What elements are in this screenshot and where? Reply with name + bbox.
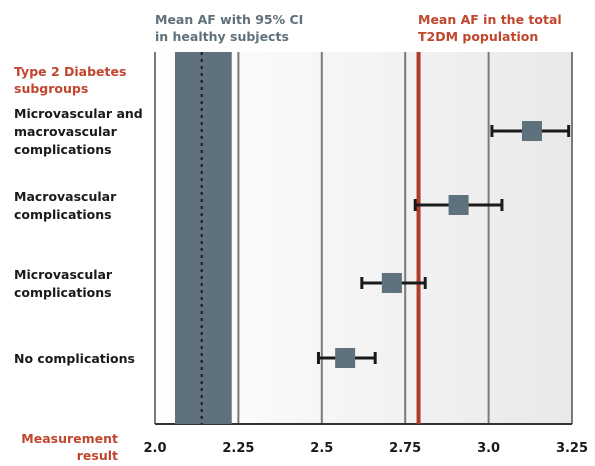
row-label-3: No complications — [14, 351, 135, 366]
series-3 — [316, 348, 377, 368]
x-tick-label-4: 3.0 — [477, 441, 500, 456]
row-label-line: complications — [14, 285, 112, 300]
healthy-label-line: Mean AF with 95% CI — [155, 12, 303, 27]
mean-marker — [381, 273, 402, 293]
x-tick-label-1: 2.25 — [222, 441, 254, 456]
group-header: Type 2 Diabetes subgroups — [14, 64, 126, 96]
row-label-line: complications — [14, 207, 112, 222]
series-1 — [413, 195, 504, 215]
row-label-2: Microvascular complications — [14, 267, 113, 300]
row-label-line: Macrovascular — [14, 189, 117, 204]
row-label-line: No complications — [14, 351, 135, 366]
series-2 — [360, 273, 427, 293]
healthy-ci-band — [175, 52, 232, 424]
x-tick-label-3: 2.75 — [389, 441, 421, 456]
row-label-line: complications — [14, 142, 112, 157]
x-tick-label-0: 2.0 — [143, 441, 166, 456]
population-label-line: T2DM population — [418, 29, 538, 44]
mean-marker — [335, 348, 356, 368]
series-0 — [490, 121, 571, 141]
x-tick-label-2: 2.5 — [310, 441, 333, 456]
population-label-line: Mean AF in the total — [418, 12, 562, 27]
row-label-line: Microvascular and — [14, 106, 143, 121]
x-axis-label: Measurement result — [21, 431, 118, 463]
healthy-reference-label: Mean AF with 95% CI in healthy subjects — [155, 12, 303, 44]
healthy-label-line: in healthy subjects — [155, 29, 289, 44]
group-header-line: subgroups — [14, 81, 88, 96]
chart-text: Microvascular and macrovascular complicati… — [14, 12, 588, 463]
row-label-0: Microvascular and macrovascular complicati… — [14, 106, 143, 157]
series-markers — [316, 121, 571, 368]
x-axis-label-line: Measurement — [21, 431, 118, 446]
row-label-line: macrovascular — [14, 124, 118, 139]
row-label-line: Microvascular — [14, 267, 113, 282]
healthy-ci-band-group — [175, 52, 232, 424]
population-reference-label: Mean AF in the total T2DM population — [418, 12, 562, 44]
mean-marker — [448, 195, 469, 215]
x-tick-label-5: 3.25 — [556, 441, 588, 456]
row-label-1: Macrovascular complications — [14, 189, 117, 222]
grid-lines — [154, 52, 573, 425]
x-axis-label-line: result — [77, 448, 118, 463]
mean-marker — [521, 121, 542, 141]
group-header-line: Type 2 Diabetes — [14, 64, 126, 79]
